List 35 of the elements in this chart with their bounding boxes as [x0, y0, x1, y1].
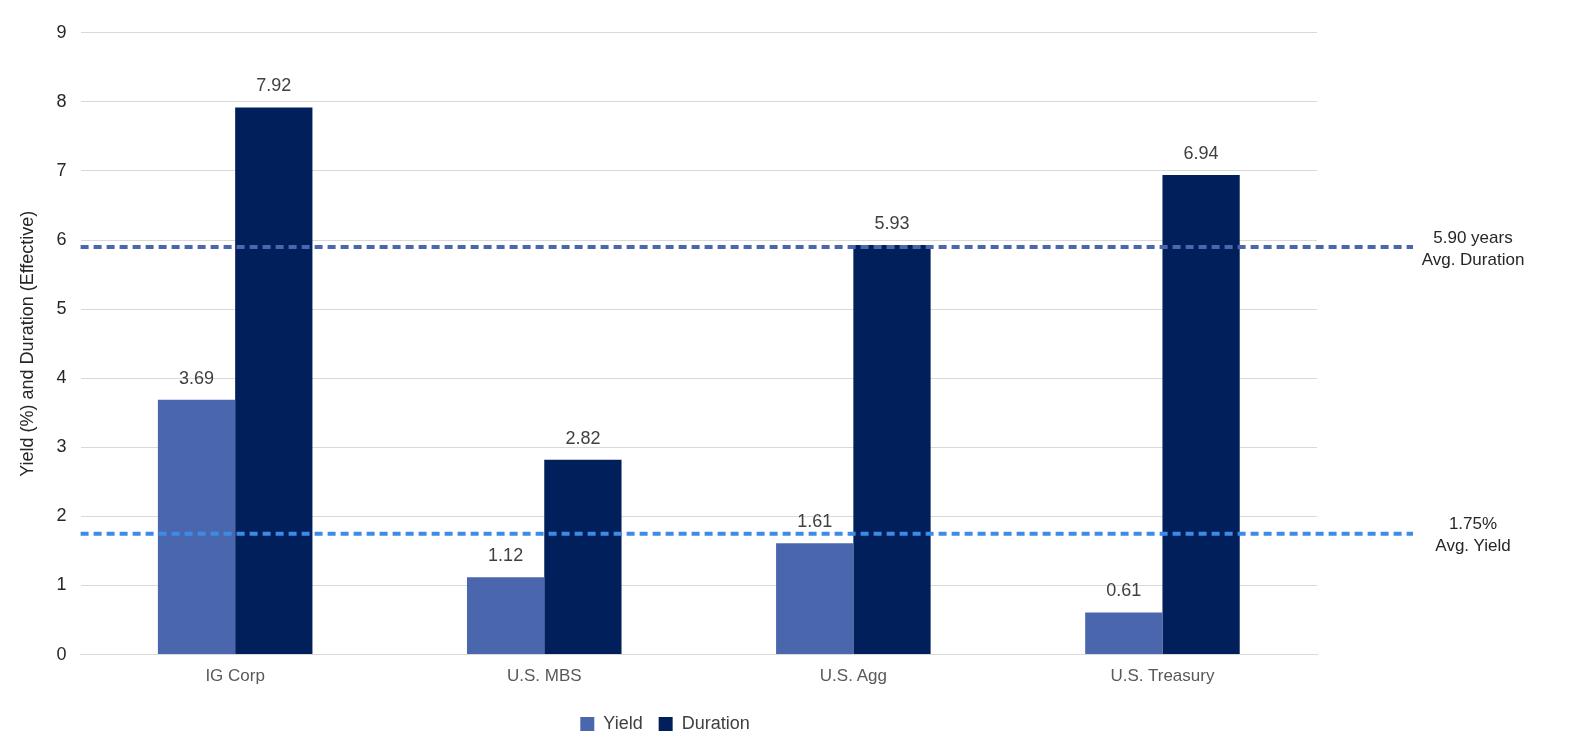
ref-line-label: 1.75% Avg. Yield — [1435, 514, 1511, 556]
x-tick-label: U.S. Treasury — [1110, 666, 1215, 686]
y-tick-label: 8 — [56, 90, 67, 111]
y-tick-label: 7 — [56, 159, 67, 180]
y-tick-label: 4 — [56, 367, 67, 388]
y-tick-label: 6 — [56, 229, 67, 250]
data-label: 0.61 — [1106, 580, 1142, 601]
data-label: 3.69 — [179, 367, 215, 388]
bar — [853, 244, 931, 655]
x-tick-label: IG Corp — [205, 666, 265, 686]
bar — [157, 399, 236, 655]
y-tick-label: 0 — [56, 643, 67, 664]
bar — [1085, 612, 1163, 655]
y-axis-title: Yield (%) and Duration (Effective) — [16, 210, 37, 477]
bar — [1162, 175, 1240, 655]
x-tick-label: U.S. Agg — [819, 666, 887, 686]
y-tick-label: 2 — [56, 505, 67, 526]
data-label: 5.93 — [874, 212, 910, 233]
data-label: 1.12 — [488, 545, 524, 566]
y-tick-label: 5 — [56, 298, 67, 319]
bar — [776, 543, 854, 655]
bar — [235, 107, 313, 655]
y-tick-label: 1 — [56, 574, 67, 595]
legend-label: Duration — [681, 712, 750, 733]
bar — [466, 577, 545, 655]
data-label: 2.82 — [565, 427, 601, 448]
x-tick-label: U.S. MBS — [506, 666, 582, 686]
data-label: 7.92 — [256, 75, 292, 96]
data-label: 6.94 — [1183, 143, 1219, 164]
data-label: 1.61 — [797, 511, 833, 532]
ref-line-label: 5.90 years Avg. Duration — [1421, 227, 1525, 269]
legend-label: Yield — [603, 712, 643, 733]
bar — [544, 459, 622, 655]
y-tick-label: 3 — [56, 436, 67, 457]
y-tick-label: 9 — [56, 21, 67, 42]
